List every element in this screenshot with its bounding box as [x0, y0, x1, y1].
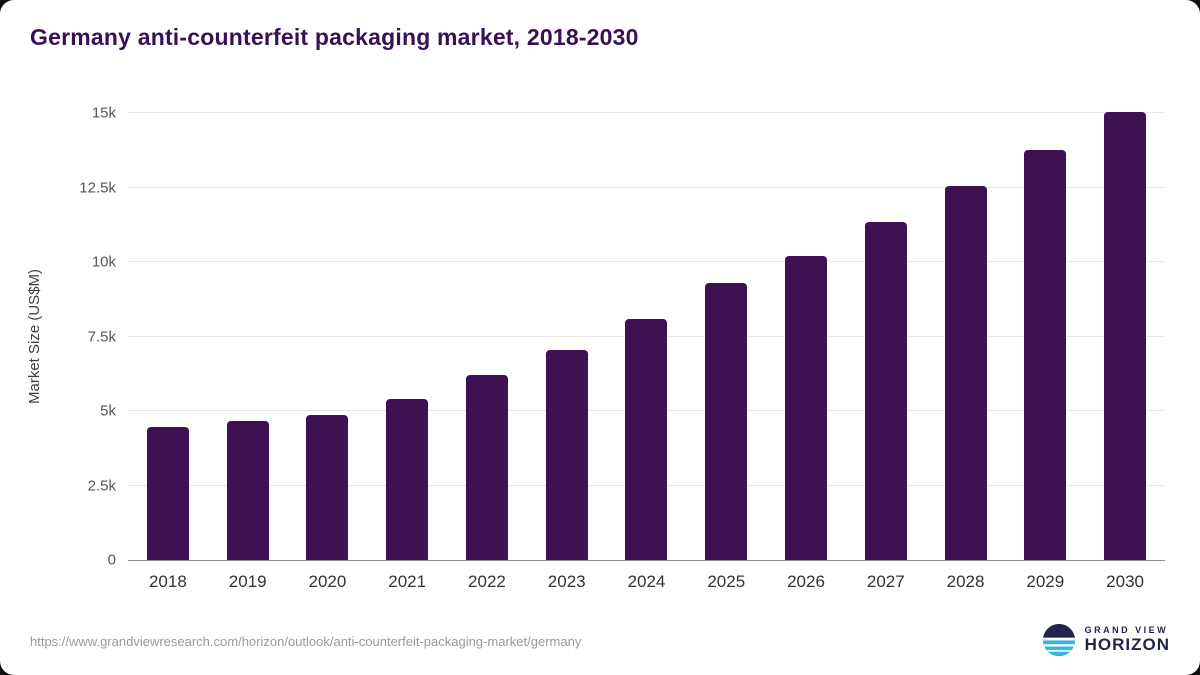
gridline — [128, 112, 1165, 113]
y-tick-label: 7.5k — [87, 328, 116, 345]
x-tick-label: 2020 — [308, 572, 347, 591]
x-tick-label: 2021 — [388, 572, 427, 591]
page-title: Germany anti-counterfeit packaging marke… — [30, 24, 639, 50]
x-tick-label: 2027 — [866, 572, 905, 591]
bar-column: 2023 — [527, 113, 607, 591]
source-url: https://www.grandviewresearch.com/horizo… — [30, 634, 582, 649]
x-tick-label: 2030 — [1106, 572, 1144, 591]
x-tick-label: 2025 — [707, 572, 746, 591]
bar-column: 2028 — [926, 113, 1006, 591]
y-tick-label: 5k — [100, 402, 116, 420]
plot-area: 2018 2019 2020 2021 2022 2023 2024 2025 2026 2027… — [79, 105, 1165, 591]
x-tick-label: 2018 — [148, 572, 187, 591]
x-tick-label: 2023 — [547, 572, 586, 591]
bar — [1024, 150, 1067, 560]
y-tick-label: 10k — [91, 253, 116, 271]
bar — [944, 186, 987, 560]
brand-logo: GRAND VIEW HORIZON — [1042, 623, 1170, 657]
y-axis-title: Market Size (US$M) — [26, 268, 43, 405]
brand-name-top: GRAND VIEW — [1084, 624, 1169, 635]
x-tick-label: 2024 — [627, 572, 666, 591]
bar — [705, 282, 748, 560]
bar — [146, 427, 189, 560]
gridline — [128, 261, 1165, 263]
horizon-globe-icon — [1042, 623, 1076, 657]
y-tick-label: 15k — [91, 104, 116, 122]
brand-logo-text: GRAND VIEW HORIZON — [1084, 624, 1170, 655]
bar-column: 2018 — [128, 113, 208, 591]
bar — [545, 349, 588, 560]
x-tick-label: 2026 — [787, 572, 825, 591]
x-tick-label: 2029 — [1026, 572, 1065, 591]
bar-column: 2025 — [686, 113, 766, 591]
x-tick-label: 2028 — [946, 572, 985, 591]
bar — [226, 421, 269, 560]
bar-column: 2020 — [288, 113, 368, 591]
bar — [386, 399, 429, 560]
bar — [1104, 111, 1147, 560]
bar-column: 2029 — [1005, 113, 1085, 591]
bar-column: 2022 — [447, 113, 527, 591]
gridline — [128, 186, 1165, 188]
bar — [306, 415, 349, 560]
y-tick-label: 12.5k — [79, 179, 116, 196]
bar-column: 2027 — [846, 113, 926, 591]
bar-column: 2021 — [367, 113, 447, 591]
y-tick-label: 2.5k — [87, 477, 116, 495]
bars-container: 2018 2019 2020 2021 2022 2023 2024 2025 2026 2027… — [128, 111, 1165, 591]
bar-column: 2030 — [1085, 111, 1165, 591]
brand-name-bottom: HORIZON — [1084, 634, 1170, 654]
bar-column: 2024 — [607, 113, 687, 591]
bar — [625, 318, 668, 560]
y-tick-label: 0 — [107, 551, 116, 569]
bar-column: 2019 — [208, 113, 288, 591]
bar — [864, 221, 907, 560]
bar — [465, 375, 508, 560]
bar — [785, 256, 827, 560]
x-tick-label: 2019 — [228, 572, 267, 591]
x-tick-label: 2022 — [468, 572, 506, 591]
bar-column: 2026 — [766, 113, 846, 591]
